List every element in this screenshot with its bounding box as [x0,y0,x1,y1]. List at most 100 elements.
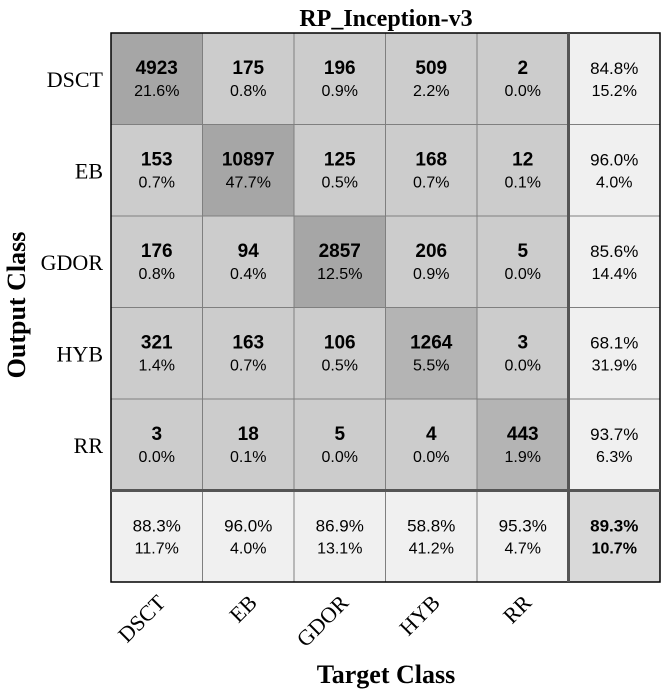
cell-percent: 5.5% [413,357,449,374]
matrix-cell [476,398,569,491]
cell-percent: 0.8% [230,83,266,100]
row-summary-cell [568,215,661,308]
matrix-cell [293,32,386,125]
cell-percent: 0.7% [139,174,175,191]
cell-count: 125 [324,149,356,170]
cell-count: 18 [238,424,259,445]
cell-count: 168 [415,149,447,170]
cell-percent: 21.6% [134,83,179,100]
cell-count: 5 [334,424,345,445]
col-summary-cell [385,490,478,583]
matrix-cell [110,32,203,125]
row-summary-error: 15.2% [592,83,637,100]
col-summary-correct: 88.3% [133,516,181,535]
row-summary-error: 4.0% [596,174,632,191]
cell-percent: 0.7% [413,174,449,191]
matrix-cell [202,307,295,400]
cell-percent: 0.0% [139,449,175,466]
col-summary-error: 11.7% [135,540,179,557]
cell-count: 1264 [410,332,453,353]
cell-count: 94 [238,241,260,262]
cell-count: 2857 [319,241,361,262]
row-label: EB [75,158,103,183]
row-label: DSCT [47,67,104,92]
col-summary-correct: 58.8% [407,516,455,535]
cell-count: 3 [517,332,528,353]
col-summary-error: 4.7% [505,540,541,557]
matrix-cell [476,215,569,308]
matrix-cell [202,398,295,491]
matrix-frame [110,32,661,583]
row-summary-cell [568,32,661,125]
cell-percent: 0.0% [505,83,541,100]
col-label: HYB [394,590,445,641]
cell-percent: 0.0% [505,266,541,283]
cell-count: 509 [415,58,447,79]
cell-percent: 0.9% [322,83,358,100]
cell-percent: 0.9% [413,266,449,283]
chart-title: RP_Inception-v3 [299,6,472,32]
row-summary-correct: 68.1% [590,333,638,352]
cell-count: 163 [232,332,264,353]
matrix-cell [293,215,386,308]
cell-count: 4 [426,424,437,445]
col-summary-cell [202,490,295,583]
cell-percent: 12.5% [317,266,362,283]
matrix-cell [385,215,478,308]
row-summary-correct: 96.0% [590,150,638,169]
col-summary-cell [110,490,203,583]
cell-percent: 1.9% [505,449,541,466]
matrix-cell [476,32,569,125]
y-axis-label: Output Class [2,232,31,379]
cell-count: 10897 [222,149,275,170]
cell-count: 175 [232,58,264,79]
col-summary-error: 4.0% [230,540,266,557]
matrix-cell [476,124,569,217]
col-label: RR [498,590,537,629]
matrix-cell [202,32,295,125]
row-summary-cell [568,398,661,491]
row-summary-error: 31.9% [592,357,637,374]
matrix-cell [110,215,203,308]
cell-percent: 0.5% [322,174,358,191]
overall-error: 10.7% [592,540,637,557]
cell-percent: 0.8% [139,266,175,283]
col-summary-correct: 95.3% [499,516,547,535]
matrix-cell [202,215,295,308]
cell-count: 443 [507,424,539,445]
matrix-cell [385,307,478,400]
matrix-cell [293,398,386,491]
row-label: RR [74,433,104,458]
row-summary-error: 6.3% [596,449,632,466]
cell-count: 153 [141,149,173,170]
cell-percent: 1.4% [139,357,175,374]
cell-percent: 0.5% [322,357,358,374]
col-summary-cell [476,490,569,583]
overall-accuracy: 89.3% [590,516,638,535]
cell-count: 106 [324,332,356,353]
matrix-cell [110,398,203,491]
row-summary-correct: 93.7% [590,425,638,444]
row-summary-correct: 85.6% [590,242,638,261]
col-summary-error: 13.1% [317,540,362,557]
cell-count: 206 [415,241,447,262]
matrix-cell [293,307,386,400]
cell-percent: 0.0% [505,357,541,374]
matrix-cell [202,124,295,217]
x-axis-label: Target Class [317,660,455,689]
cell-percent: 0.4% [230,266,266,283]
matrix-cell [476,307,569,400]
cell-percent: 0.1% [230,449,266,466]
cell-percent: 0.0% [322,449,358,466]
matrix-cell [293,124,386,217]
cell-count: 196 [324,58,356,79]
cell-percent: 0.1% [505,174,541,191]
col-label: EB [224,590,262,628]
row-summary-error: 14.4% [592,266,637,283]
col-summary-correct: 96.0% [224,516,272,535]
cell-count: 12 [512,149,533,170]
cell-percent: 2.2% [413,83,449,100]
overall-cell [568,490,661,583]
cell-count: 3 [151,424,162,445]
